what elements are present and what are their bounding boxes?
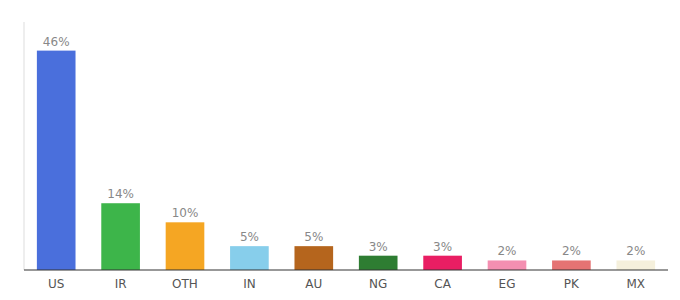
x-tick-label: US — [48, 277, 64, 291]
data-label: 2% — [497, 244, 516, 258]
bar — [616, 260, 655, 270]
chart-container: 46% 14% 10% 5% 5% 3% 3% 2% 2% 2% US IR OTH IN AU NG CA EG… — [0, 0, 680, 300]
bar — [423, 256, 462, 270]
bar — [101, 203, 140, 270]
x-tick-label: CA — [434, 277, 451, 291]
data-label: 2% — [626, 244, 645, 258]
x-tick-label: EG — [499, 277, 516, 291]
bars — [37, 51, 655, 270]
y-axis-line — [24, 22, 25, 270]
data-label: 5% — [304, 230, 323, 244]
x-tick-label: MX — [627, 277, 646, 291]
chart-svg: 46% 14% 10% 5% 5% 3% 3% 2% 2% 2% US IR OTH IN AU NG CA EG… — [0, 0, 680, 300]
x-tick-label: OTH — [172, 277, 198, 291]
data-label: 3% — [369, 240, 388, 254]
bar — [552, 260, 591, 270]
bar — [166, 222, 205, 270]
x-tick-label: PK — [564, 277, 580, 291]
bar — [37, 51, 76, 270]
page: {"chart_data": {"type": "bar", "categori… — [0, 0, 680, 300]
data-label: 10% — [172, 206, 199, 220]
data-label: 2% — [562, 244, 581, 258]
x-tick-label: AU — [305, 277, 322, 291]
x-axis-line — [24, 269, 668, 270]
data-label: 14% — [107, 187, 134, 201]
data-label: 3% — [433, 240, 452, 254]
bar — [294, 246, 333, 270]
bar — [488, 260, 527, 270]
x-tick-label: IN — [243, 277, 256, 291]
x-tick-label: NG — [369, 277, 387, 291]
bar — [230, 246, 269, 270]
bar — [359, 256, 398, 270]
data-label: 46% — [43, 35, 70, 49]
data-label: 5% — [240, 230, 259, 244]
x-tick-label: IR — [115, 277, 127, 291]
